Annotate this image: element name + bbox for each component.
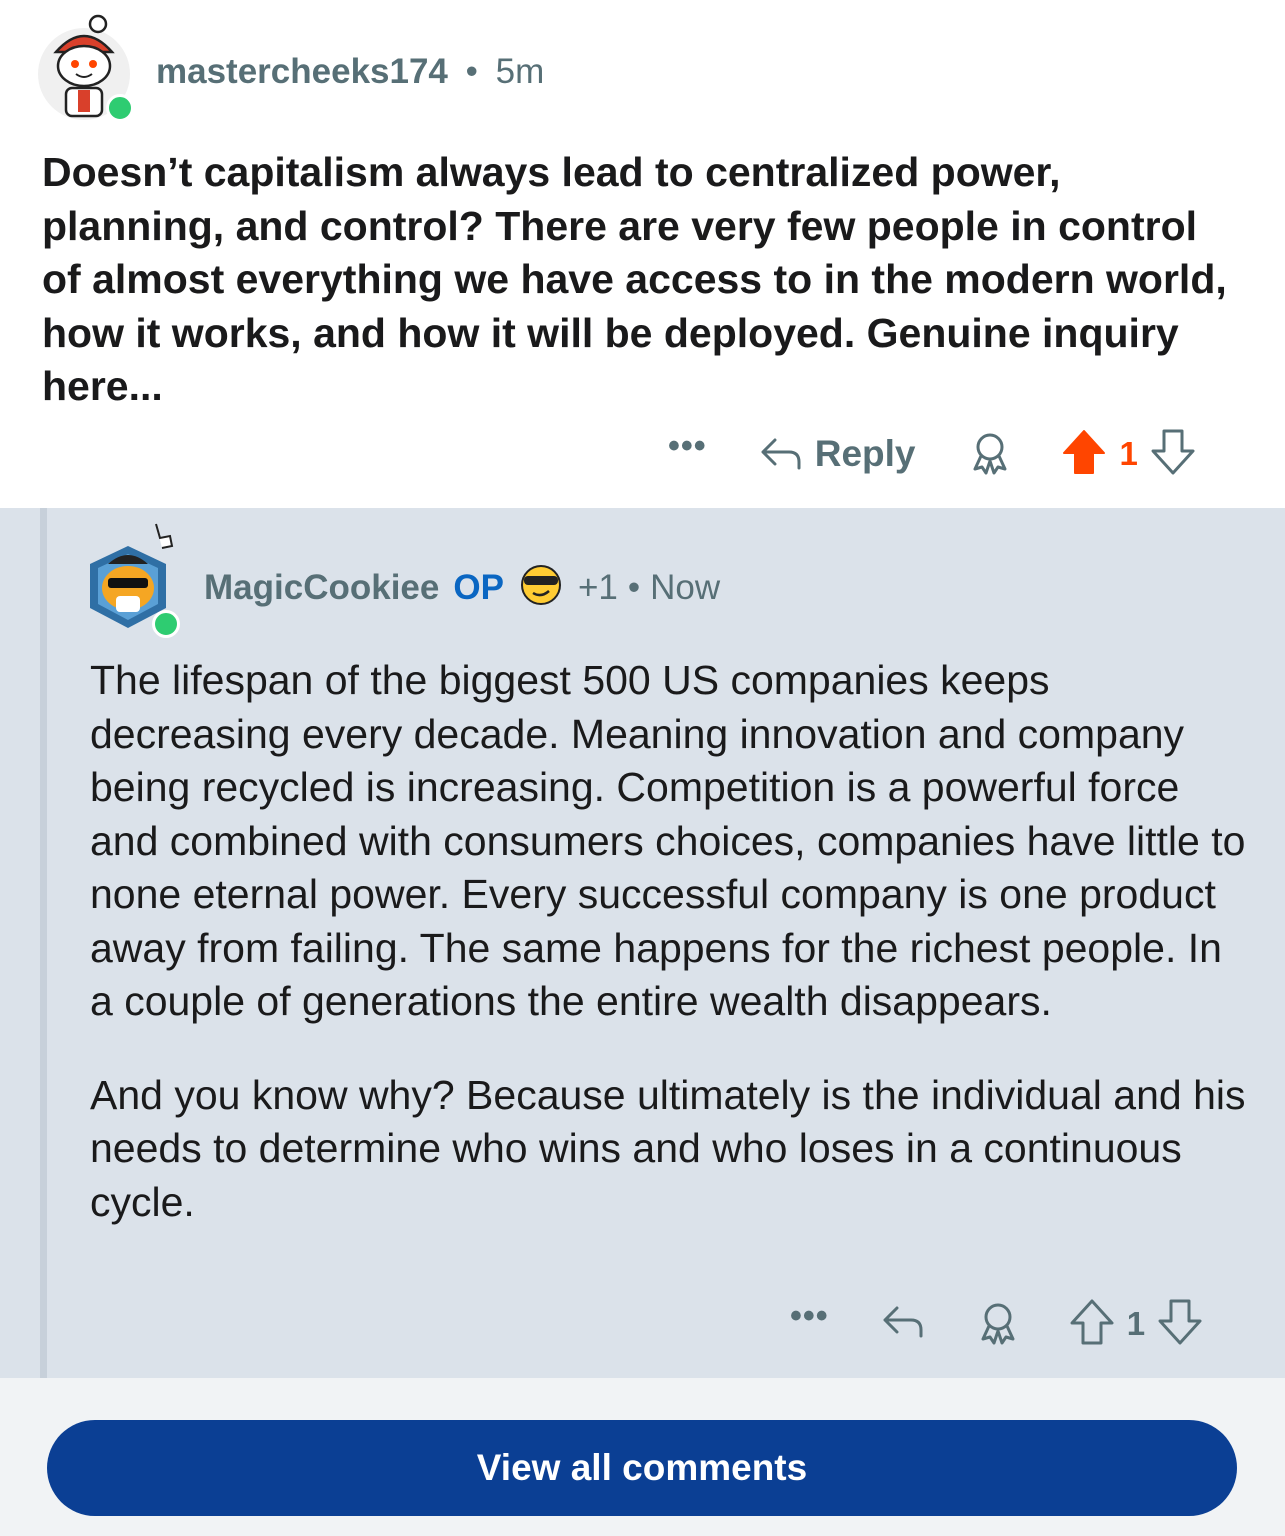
comment-author[interactable]: MagicCookiee <box>204 567 440 607</box>
comment-body: The lifespan of the biggest 500 US compa… <box>90 654 1250 1229</box>
online-status-dot <box>106 94 134 122</box>
downvote-arrow-icon <box>1151 429 1195 474</box>
vote-count: 1 <box>1126 1305 1146 1342</box>
comment-meta: mastercheeks174 • 5m <box>156 52 544 92</box>
op-badge: OP <box>453 567 504 607</box>
user-flair <box>518 560 564 615</box>
online-status-dot <box>152 610 180 638</box>
reply-button[interactable]: Reply <box>759 433 916 475</box>
downvote-button[interactable] <box>1157 1298 1203 1351</box>
downvote-button[interactable] <box>1150 428 1196 481</box>
reply-arrow-icon <box>761 438 801 470</box>
comment-author[interactable]: mastercheeks174 <box>156 52 448 91</box>
reply-label: Reply <box>814 433 916 474</box>
comment-meta: MagicCookiee OP +1 • Now <box>204 560 720 615</box>
more-options-button[interactable]: ••• <box>668 427 707 465</box>
comment-time: Now <box>650 567 721 607</box>
upvote-button[interactable] <box>1069 1298 1115 1351</box>
comment-paragraph: And you know why? Because ultimately is … <box>90 1071 1246 1225</box>
comments-footer: View all comments <box>0 1378 1285 1536</box>
comment-actions: ••• 1 <box>790 1296 1203 1352</box>
comment-root: mastercheeks174 • 5m Doesn’t capitalism … <box>0 0 1285 508</box>
meta-separator: • <box>627 567 641 607</box>
vote-count: 1 <box>1119 435 1138 472</box>
cat-avatar-icon <box>90 523 174 628</box>
view-all-comments-button[interactable]: View all comments <box>47 1420 1237 1516</box>
user-avatar[interactable] <box>86 516 186 638</box>
cool-sunglasses-emoji-icon <box>520 565 561 605</box>
award-button[interactable] <box>975 1299 1021 1350</box>
upvote-arrow-icon <box>1070 1299 1114 1344</box>
reply-button[interactable] <box>881 1302 925 1347</box>
comment-paragraph: The lifespan of the biggest 500 US compa… <box>90 657 1246 1024</box>
more-options-button[interactable]: ••• <box>790 1297 829 1335</box>
meta-separator: • <box>465 52 478 91</box>
upvote-arrow-icon <box>1063 429 1106 474</box>
comment-body: Doesn’t capitalism always lead to centra… <box>42 149 1227 409</box>
snoo-avatar-icon <box>38 14 130 120</box>
karma-count: +1 <box>577 567 618 607</box>
comment-time: 5m <box>495 52 545 91</box>
award-button[interactable] <box>967 429 1013 480</box>
reply-comment: MagicCookiee OP +1 • Now <box>0 508 1285 1378</box>
downvote-arrow-icon <box>1158 1299 1202 1344</box>
upvote-button[interactable] <box>1061 428 1107 481</box>
user-avatar[interactable] <box>36 10 134 122</box>
award-icon <box>973 433 1007 474</box>
reply-arrow-icon <box>883 1306 923 1337</box>
award-icon <box>981 1303 1015 1344</box>
comment-actions: ••• Reply 1 <box>668 426 1196 482</box>
thread-line[interactable] <box>40 508 47 1378</box>
